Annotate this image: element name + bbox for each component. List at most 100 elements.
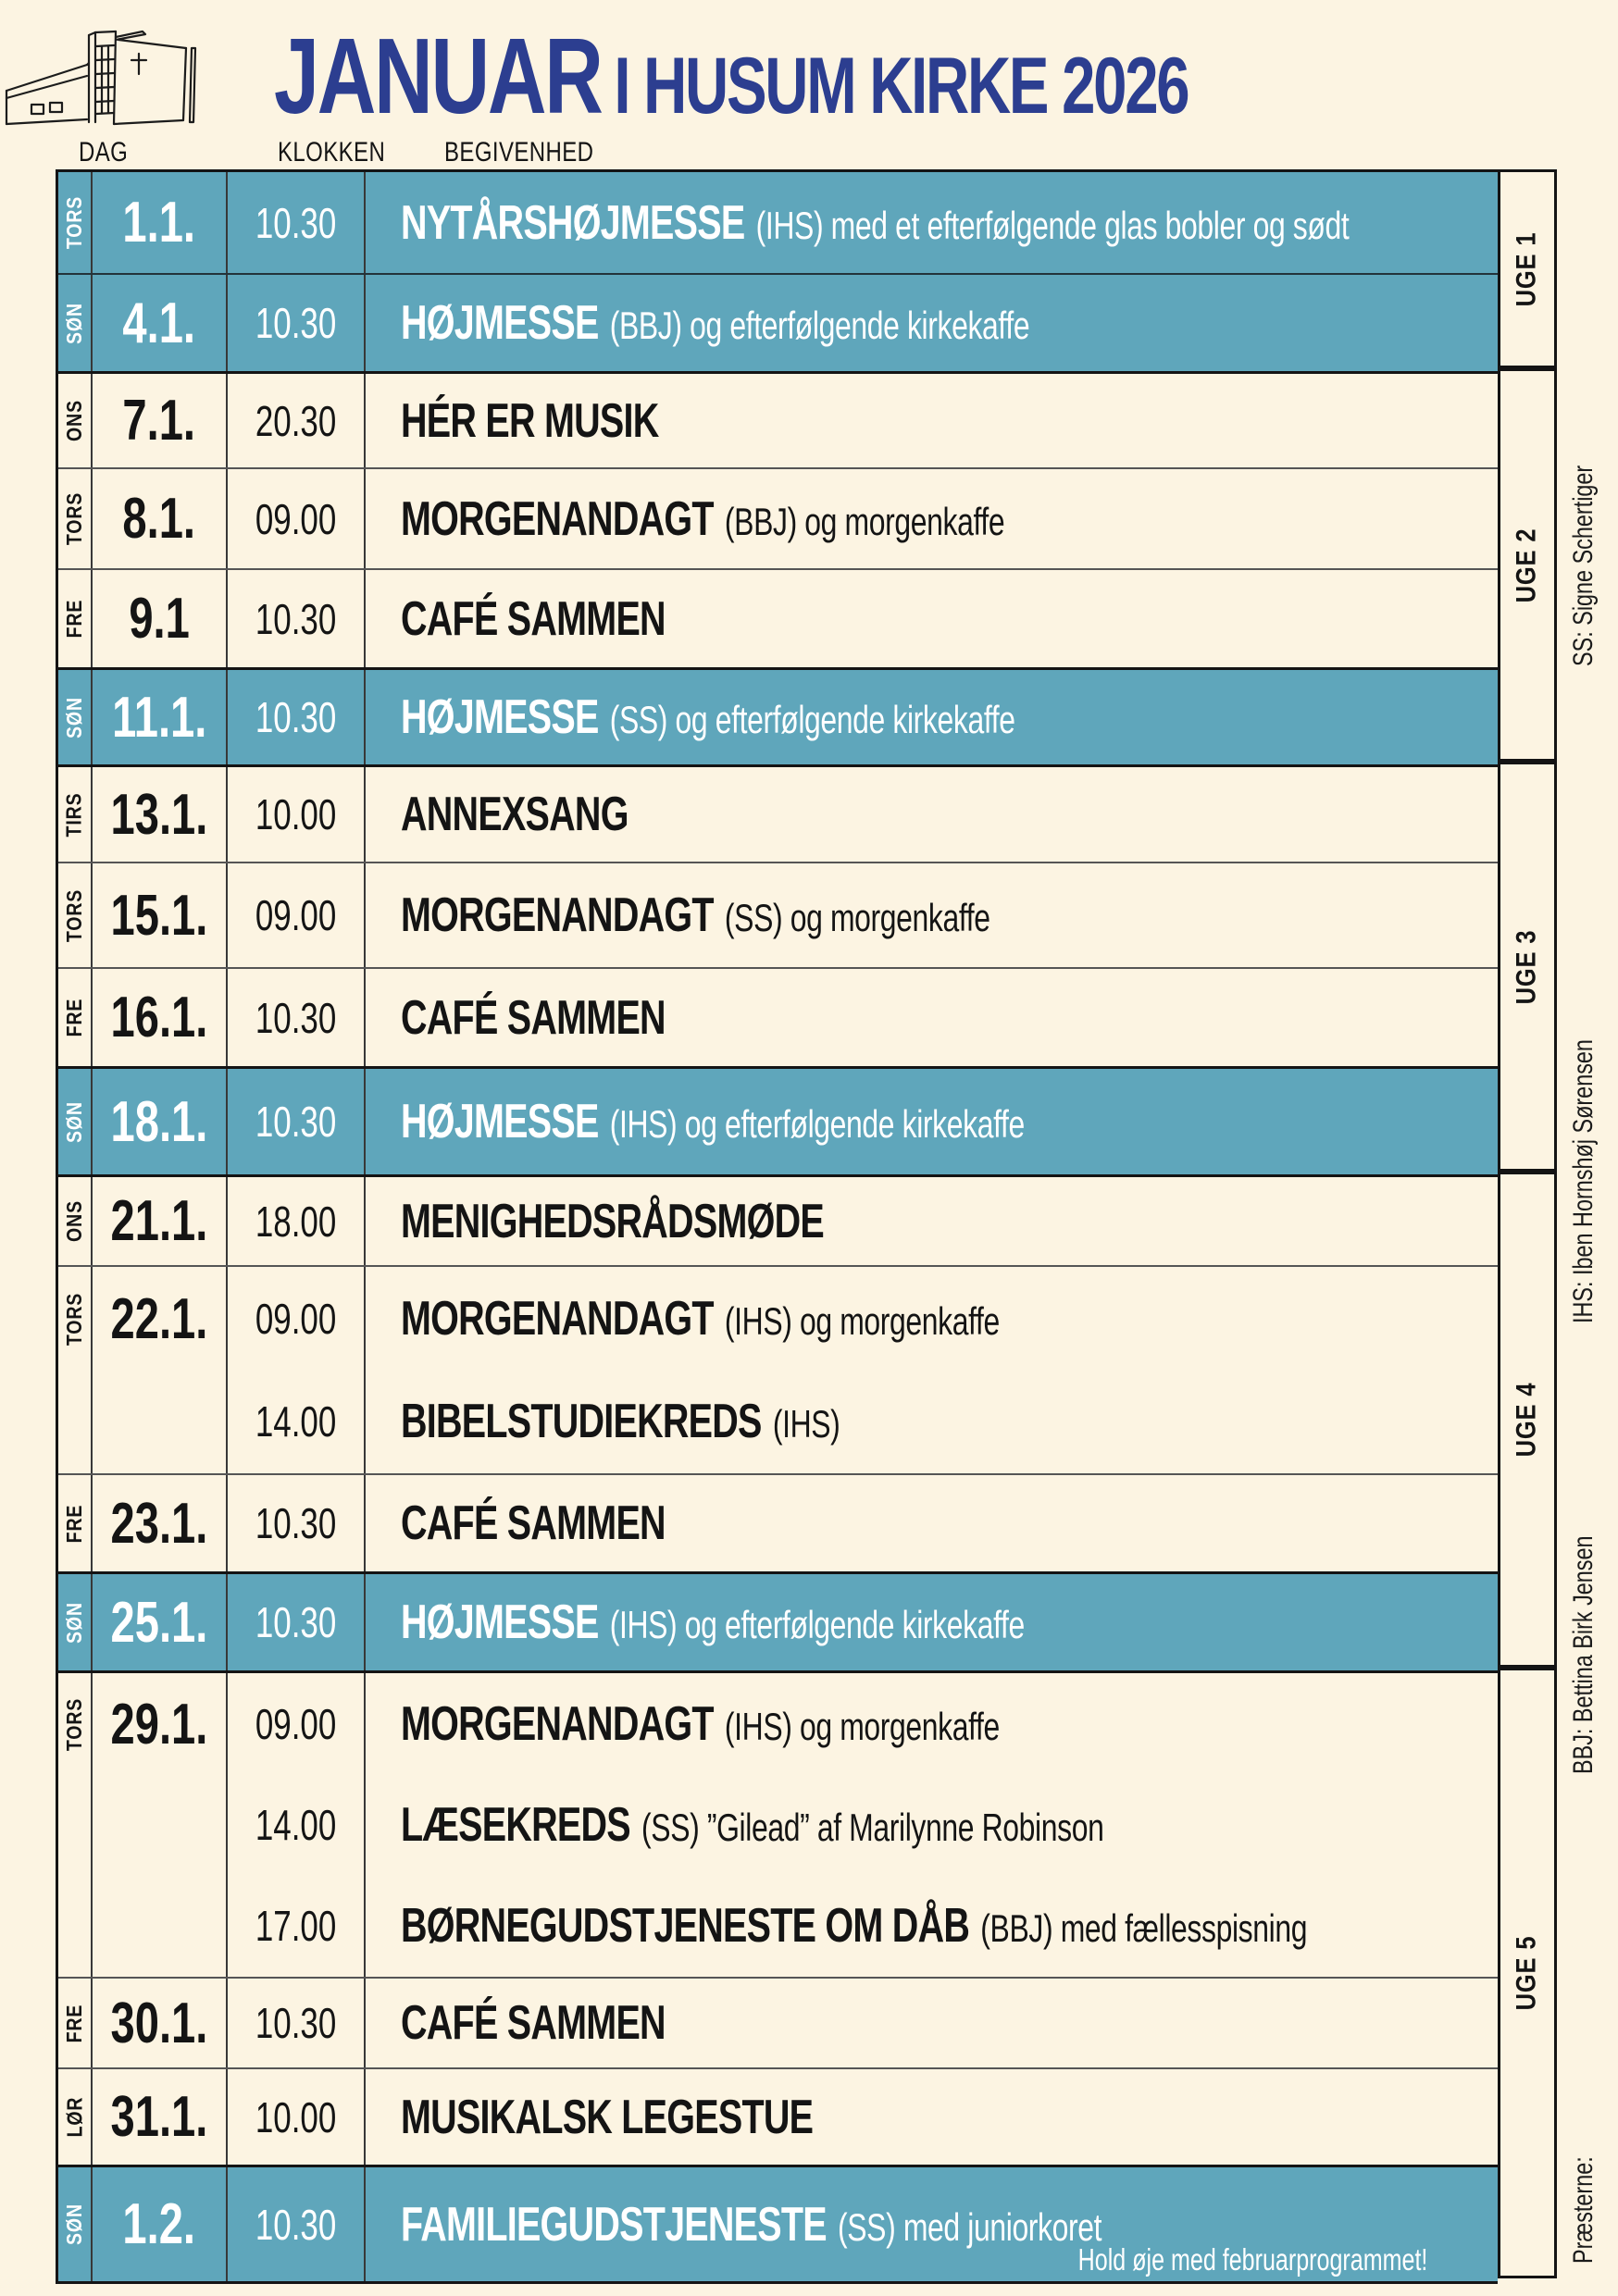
time-text: 18.00 [255, 1197, 337, 1246]
day-label: SØN [62, 2203, 86, 2245]
event-line: 10.30 FAMILIEGUDSTJENESTE (SS) med junior… [228, 2167, 1498, 2281]
event-line: 10.30 CAFÉ SAMMEN [228, 969, 1498, 1066]
event-cell: NYTÅRSHØJMESSE (IHS) med et efterfølgende… [366, 172, 1618, 273]
event-text: HÉR ER MUSIK [401, 393, 659, 449]
legend-heading: Præsterne: [1568, 2156, 1599, 2264]
event-line: 09.00 MORGENANDAGT (IHS) og morgenkaffe [228, 1267, 1498, 1371]
date-text: 1.2. [122, 2192, 196, 2256]
time-text: 14.00 [255, 1397, 337, 1446]
table-row: SØN 1.2. 10.30 FAMILIEGUDSTJENESTE (SS) m… [58, 2165, 1498, 2281]
time-text: 10.30 [255, 1098, 337, 1146]
event-cell: CAFÉ SAMMEN [366, 570, 1498, 667]
event-lines: 09.00 MORGENANDAGT (SS) og morgenkaffe [228, 863, 1498, 967]
time-cell: 10.30 [228, 1475, 366, 1571]
week-box: UGE 4 [1498, 1172, 1557, 1668]
date-cell: 13.1. [93, 767, 228, 862]
week-label: UGE 3 [1512, 929, 1542, 1004]
day-label: LØR [62, 2096, 86, 2138]
event-line: 10.30 HØJMESSE (SS) og efterfølgende kirk… [228, 670, 1498, 764]
time-text: 10.30 [255, 2200, 337, 2249]
event-title: HØJMESSE [401, 1095, 599, 1148]
event-line: 14.00 BIBELSTUDIEKREDS (IHS) [228, 1370, 1498, 1473]
event-title: FAMILIEGUDSTJENESTE [401, 2197, 828, 2252]
event-lines: 10.00 MUSIKALSK LEGESTUE [228, 2069, 1498, 2165]
time-text: 20.30 [255, 396, 337, 445]
event-line: 17.00 BØRNEGUDSTJENESTE OM DÅB (BBJ) med … [228, 1875, 1593, 1977]
day-label: TIRS [62, 792, 87, 837]
legend-ihs: IHS: Iben Hornshøj Sørensen [1568, 1039, 1599, 1323]
day-cell: TORS [58, 1673, 93, 1977]
event-detail: (BBJ) med fællesspisning [980, 1906, 1308, 1951]
date-text: 18.1. [110, 1089, 208, 1154]
event-detail: (IHS) og morgenkaffe [724, 1704, 1000, 1748]
time-cell: 09.00 [228, 469, 366, 568]
event-line: 18.00 MENIGHEDSRÅDSMØDE [228, 1177, 1498, 1265]
event-line: 10.30 CAFÉ SAMMEN [228, 1475, 1498, 1571]
date-text: 25.1. [110, 1590, 208, 1655]
date-cell: 1.2. [93, 2167, 228, 2281]
table-row: ONS 21.1. 18.00 MENIGHEDSRÅDSMØDE [58, 1174, 1498, 1265]
day-cell: TIRS [58, 767, 93, 862]
time-text: 10.30 [255, 993, 337, 1042]
event-text: HØJMESSE (IHS) og efterfølgende kirkekaff… [401, 1094, 1025, 1149]
event-detail: (SS) med juniorkoret [838, 2204, 1102, 2249]
week-box: UGE 1 [1498, 169, 1557, 368]
event-title: HØJMESSE [401, 1595, 599, 1649]
title-rest: I HUSUM KIRKE 2026 [614, 42, 1189, 130]
date-cell: 11.1. [93, 670, 228, 764]
event-text: HØJMESSE (IHS) og efterfølgende kirkekaff… [401, 1595, 1025, 1650]
event-text: BØRNEGUDSTJENESTE OM DÅB (BBJ) med fælles… [401, 1898, 1307, 1954]
date-text: 11.1. [111, 685, 207, 750]
event-text: HØJMESSE (SS) og efterfølgende kirkekaffe [401, 689, 1015, 745]
event-title: HØJMESSE [401, 296, 599, 350]
event-text: MORGENANDAGT (SS) og morgenkaffe [401, 887, 990, 943]
date-text: 21.1. [110, 1189, 208, 1253]
day-label: TORS [62, 1292, 87, 1347]
event-line: 10.30 NYTÅRSHØJMESSE (IHS) med et efterfø… [228, 172, 1618, 273]
time-cell: 10.30 [228, 1574, 366, 1670]
date-text: 8.1. [122, 487, 196, 551]
event-lines: 10.30 HØJMESSE (IHS) og efterfølgende kir… [228, 1574, 1498, 1670]
event-detail: (IHS) og efterfølgende kirkekaffe [609, 1102, 1026, 1146]
event-cell: HØJMESSE (BBJ) og efterfølgende kirkekaff… [366, 275, 1498, 371]
time-text: 10.30 [255, 1999, 337, 2047]
event-title: MENIGHEDSRÅDSMØDE [401, 1194, 825, 1248]
time-text: 10.30 [255, 198, 337, 247]
day-cell: TORS [58, 1267, 93, 1473]
date-text: 29.1. [110, 1692, 208, 1756]
time-cell: 10.00 [228, 2069, 366, 2165]
day-cell: FRE [58, 969, 93, 1066]
event-cell: MENIGHEDSRÅDSMØDE [366, 1177, 1498, 1265]
legend-ss: SS: Signe Schertiger [1568, 465, 1599, 666]
event-text: CAFÉ SAMMEN [401, 591, 666, 647]
page-title: JANUAR I HUSUM KIRKE 2026 [274, 19, 1476, 133]
column-header-day: DAG [79, 137, 129, 168]
day-label: ONS [62, 400, 86, 441]
time-cell: 10.00 [228, 767, 366, 862]
event-title: HØJMESSE [401, 690, 599, 744]
date-cell: 16.1. [93, 969, 228, 1066]
event-text: LÆSEKREDS (SS) ”Gilead” af Marilynne Robi… [401, 1797, 1104, 1853]
table-row: SØN 4.1. 10.30 HØJMESSE (BBJ) og efterføl… [58, 273, 1498, 371]
time-cell: 10.30 [228, 969, 366, 1066]
day-label: TORS [62, 888, 87, 942]
event-title: CAFÉ SAMMEN [401, 1496, 666, 1550]
week-label: UGE 5 [1512, 1935, 1542, 2011]
event-cell: MORGENANDAGT (IHS) og morgenkaffe [366, 1673, 1593, 1774]
event-lines: 09.00 MORGENANDAGT (IHS) og morgenkaffe 1… [228, 1267, 1498, 1473]
event-title: BØRNEGUDSTJENESTE OM DÅB [401, 1899, 970, 1954]
day-cell: TORS [58, 863, 93, 967]
date-text: 7.1. [122, 389, 196, 453]
date-text: 1.1. [122, 191, 196, 254]
event-line: 10.00 ANNEXSANG [228, 767, 1498, 862]
date-text: 30.1. [110, 1991, 208, 2055]
time-cell: 09.00 [228, 1673, 366, 1775]
date-text: 31.1. [110, 2085, 208, 2149]
event-title: NYTÅRSHØJMESSE [401, 195, 745, 250]
time-text: 10.30 [255, 594, 337, 643]
day-label: SØN [62, 1100, 86, 1143]
event-text: CAFÉ SAMMEN [401, 1496, 666, 1551]
event-title: HÉR ER MUSIK [401, 393, 659, 448]
event-lines: 18.00 MENIGHEDSRÅDSMØDE [228, 1177, 1498, 1265]
event-cell: CAFÉ SAMMEN [366, 1475, 1498, 1571]
